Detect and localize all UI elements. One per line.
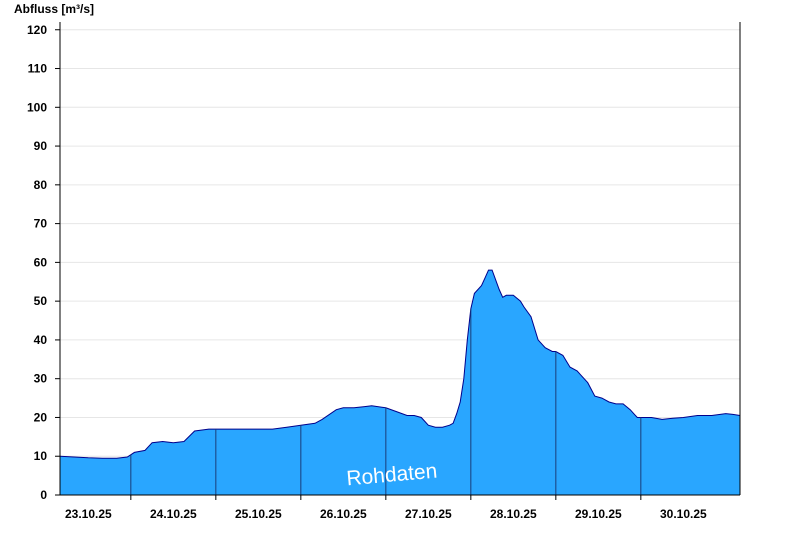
y-tick-label-0: 0 <box>40 488 47 502</box>
x-tick-label-1: 23.10.25 <box>65 507 112 521</box>
discharge-area <box>60 270 740 495</box>
gridlines <box>60 29 740 457</box>
y-ticks: 0 10 20 30 40 50 60 70 80 90 100 110 120 <box>27 23 60 502</box>
axes <box>59 22 741 496</box>
x-ticks: 23.10.25 24.10.25 25.10.25 26.10.25 27.10.25… <box>65 495 707 521</box>
y-axis-label: Abfluss [m³/s] <box>14 2 94 16</box>
y-tick-label-10: 10 <box>34 449 48 463</box>
y-tick-label-60: 60 <box>34 255 48 269</box>
x-tick-label-7: 29.10.25 <box>575 507 622 521</box>
y-tick-label-120: 120 <box>27 23 47 37</box>
y-tick-label-30: 30 <box>34 372 48 386</box>
discharge-line <box>59 269 741 459</box>
y-tick-label-20: 20 <box>34 410 48 424</box>
x-tick-label-5: 27.10.25 <box>405 507 452 521</box>
plot-area <box>59 269 741 495</box>
y-tick-label-70: 70 <box>34 217 48 231</box>
x-tick-label-2: 24.10.25 <box>150 507 197 521</box>
x-tick-label-8: 30.10.25 <box>660 507 707 521</box>
y-tick-label-40: 40 <box>34 333 48 347</box>
x-tick-label-4: 26.10.25 <box>320 507 367 521</box>
y-tick-label-110: 110 <box>28 62 48 76</box>
day-separators <box>130 308 642 495</box>
y-tick-label-80: 80 <box>34 178 48 192</box>
y-tick-label-90: 90 <box>34 139 48 153</box>
x-tick-label-3: 25.10.25 <box>235 507 282 521</box>
y-tick-label-100: 100 <box>27 100 47 114</box>
y-tick-label-50: 50 <box>34 294 48 308</box>
x-tick-label-6: 28.10.25 <box>490 507 537 521</box>
